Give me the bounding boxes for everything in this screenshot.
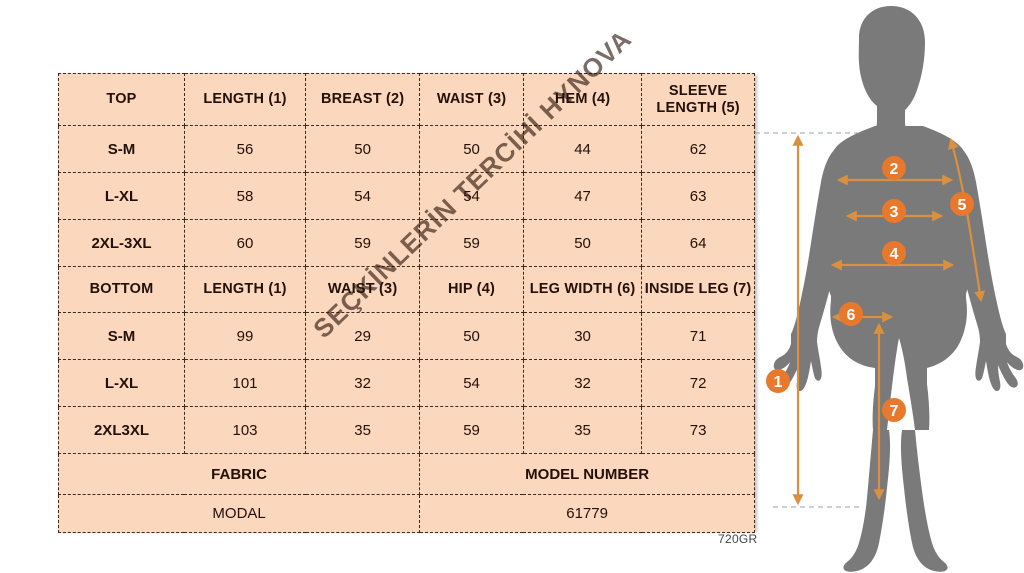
marker-1: 1 [766, 369, 790, 393]
marker-7-label: 7 [890, 403, 899, 420]
cell-top-l-xl-length: 58 [183, 172, 307, 220]
header-top-waist: WAIST (3) [419, 73, 524, 126]
cell-bottom-s-m-waist: 29 [305, 312, 421, 360]
table-row: 2XL-3XL 60 59 59 50 64 [58, 219, 755, 267]
header-top-length: LENGTH (1) [183, 73, 307, 126]
cell-top-2xl-3xl-hem: 50 [522, 219, 643, 267]
cell-top-s-m-hem: 44 [522, 125, 643, 173]
marker-5: 5 [950, 192, 974, 216]
table-row-footer-values: MODAL 61779 [57, 494, 755, 533]
cell-top-2xl-3xl-waist: 59 [419, 219, 524, 267]
measurement-markers: 1 2 3 4 5 6 7 [766, 156, 974, 422]
cell-bottom-2xl3xl-leg-width: 35 [522, 406, 643, 454]
header-bottom-inside-leg: INSIDE LEG (7) [641, 266, 755, 313]
row-label-top-l-xl: L-XL [58, 172, 185, 220]
header-bottom-length: LENGTH (1) [183, 266, 307, 313]
header-bottom-leg-width: LEG WIDTH (6) [522, 266, 643, 313]
cell-bottom-2xl3xl-waist: 35 [305, 406, 421, 454]
marker-3-label: 3 [890, 204, 899, 221]
cell-bottom-s-m-length: 99 [183, 312, 307, 360]
cell-bottom-2xl3xl-inside-leg: 73 [641, 406, 755, 454]
cell-top-l-xl-breast: 54 [305, 172, 421, 220]
table-row: L-XL 58 54 54 47 63 [58, 172, 755, 220]
cell-bottom-l-xl-length: 101 [183, 359, 307, 407]
row-label-bottom-s-m: S-M [58, 312, 185, 360]
marker-6-label: 6 [847, 307, 856, 324]
header-fabric: FABRIC [57, 453, 421, 495]
marker-5-label: 5 [958, 197, 967, 214]
row-label-bottom-2xl3xl: 2XL3XL [58, 406, 185, 454]
header-top: TOP [58, 73, 185, 126]
table-row-top-header: TOP LENGTH (1) BREAST (2) WAIST (3) HEM … [58, 73, 755, 126]
female-silhouette [773, 6, 1024, 572]
marker-4: 4 [882, 241, 906, 265]
cell-bottom-s-m-hip: 50 [419, 312, 524, 360]
product-code-label: 720GR [718, 532, 758, 546]
cell-bottom-s-m-inside-leg: 71 [641, 312, 755, 360]
marker-7: 7 [882, 398, 906, 422]
cell-top-s-m-sleeve: 62 [641, 125, 755, 173]
marker-4-label: 4 [890, 246, 899, 263]
measurement-figure-diagram: 1 2 3 4 5 6 7 [755, 0, 1024, 573]
header-bottom: BOTTOM [58, 266, 185, 313]
cell-model-number-value: 61779 [419, 494, 755, 533]
cell-bottom-2xl3xl-hip: 59 [419, 406, 524, 454]
cell-bottom-l-xl-leg-width: 32 [522, 359, 643, 407]
cell-top-s-m-length: 56 [183, 125, 307, 173]
cell-top-2xl-3xl-breast: 59 [305, 219, 421, 267]
table-row: S-M 56 50 50 44 62 [58, 125, 755, 173]
table-row-footer-header: FABRIC MODEL NUMBER [57, 453, 755, 495]
row-label-top-2xl-3xl: 2XL-3XL [58, 219, 185, 267]
cell-bottom-2xl3xl-length: 103 [183, 406, 307, 454]
cell-top-l-xl-waist: 54 [419, 172, 524, 220]
marker-2: 2 [882, 156, 906, 180]
cell-fabric-value: MODAL [57, 494, 421, 533]
marker-2-label: 2 [890, 161, 899, 178]
cell-top-s-m-breast: 50 [305, 125, 421, 173]
guide-lines [755, 132, 863, 508]
header-top-hem: HEM (4) [522, 73, 643, 126]
cell-bottom-s-m-leg-width: 30 [522, 312, 643, 360]
header-bottom-waist: WAIST (3) [305, 266, 421, 313]
row-label-top-s-m: S-M [58, 125, 185, 173]
cell-top-2xl-3xl-length: 60 [183, 219, 307, 267]
header-model-number: MODEL NUMBER [419, 453, 755, 495]
table-row: S-M 99 29 50 30 71 [58, 312, 755, 360]
size-chart-table: TOP LENGTH (1) BREAST (2) WAIST (3) HEM … [57, 73, 755, 533]
marker-6: 6 [839, 302, 863, 326]
header-top-breast: BREAST (2) [305, 73, 421, 126]
size-table: TOP LENGTH (1) BREAST (2) WAIST (3) HEM … [57, 73, 755, 533]
marker-1-label: 1 [774, 374, 783, 391]
header-top-sleeve-length: SLEEVE LENGTH (5) [641, 73, 755, 126]
table-row: L-XL 101 32 54 32 72 [58, 359, 755, 407]
cell-top-2xl-3xl-sleeve: 64 [641, 219, 755, 267]
table-row: 2XL3XL 103 35 59 35 73 [58, 406, 755, 454]
cell-top-l-xl-sleeve: 63 [641, 172, 755, 220]
cell-bottom-l-xl-hip: 54 [419, 359, 524, 407]
cell-bottom-l-xl-inside-leg: 72 [641, 359, 755, 407]
cell-bottom-l-xl-waist: 32 [305, 359, 421, 407]
marker-3: 3 [882, 199, 906, 223]
cell-top-s-m-waist: 50 [419, 125, 524, 173]
row-label-bottom-l-xl: L-XL [58, 359, 185, 407]
cell-top-l-xl-hem: 47 [522, 172, 643, 220]
table-row-bottom-header: BOTTOM LENGTH (1) WAIST (3) HIP (4) LEG … [58, 266, 755, 313]
header-bottom-hip: HIP (4) [419, 266, 524, 313]
arrow-5-sleeve-length [948, 137, 986, 303]
